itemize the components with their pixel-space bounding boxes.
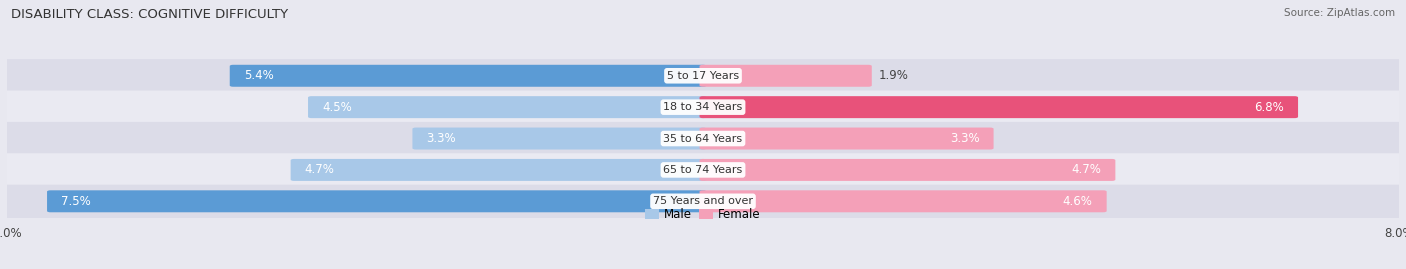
FancyBboxPatch shape [0,185,1406,218]
FancyBboxPatch shape [700,190,1107,212]
Legend: Male, Female: Male, Female [641,203,765,226]
FancyBboxPatch shape [46,190,706,212]
Text: Source: ZipAtlas.com: Source: ZipAtlas.com [1284,8,1395,18]
Text: 5 to 17 Years: 5 to 17 Years [666,71,740,81]
FancyBboxPatch shape [229,65,706,87]
Text: 1.9%: 1.9% [879,69,908,82]
Text: 35 to 64 Years: 35 to 64 Years [664,133,742,144]
Text: DISABILITY CLASS: COGNITIVE DIFFICULTY: DISABILITY CLASS: COGNITIVE DIFFICULTY [11,8,288,21]
FancyBboxPatch shape [700,96,1298,118]
Text: 18 to 34 Years: 18 to 34 Years [664,102,742,112]
Text: 4.5%: 4.5% [322,101,352,114]
FancyBboxPatch shape [291,159,706,181]
Text: 4.7%: 4.7% [1071,164,1101,176]
FancyBboxPatch shape [0,90,1406,124]
FancyBboxPatch shape [700,128,994,150]
FancyBboxPatch shape [0,59,1406,93]
FancyBboxPatch shape [700,159,1115,181]
FancyBboxPatch shape [308,96,706,118]
Text: 4.6%: 4.6% [1063,195,1092,208]
FancyBboxPatch shape [412,128,706,150]
Text: 7.5%: 7.5% [60,195,91,208]
Text: 6.8%: 6.8% [1254,101,1284,114]
FancyBboxPatch shape [700,65,872,87]
Text: 4.7%: 4.7% [305,164,335,176]
Text: 65 to 74 Years: 65 to 74 Years [664,165,742,175]
FancyBboxPatch shape [0,153,1406,187]
Text: 75 Years and over: 75 Years and over [652,196,754,206]
FancyBboxPatch shape [0,122,1406,155]
Text: 5.4%: 5.4% [243,69,273,82]
Text: 3.3%: 3.3% [426,132,456,145]
Text: 3.3%: 3.3% [950,132,980,145]
